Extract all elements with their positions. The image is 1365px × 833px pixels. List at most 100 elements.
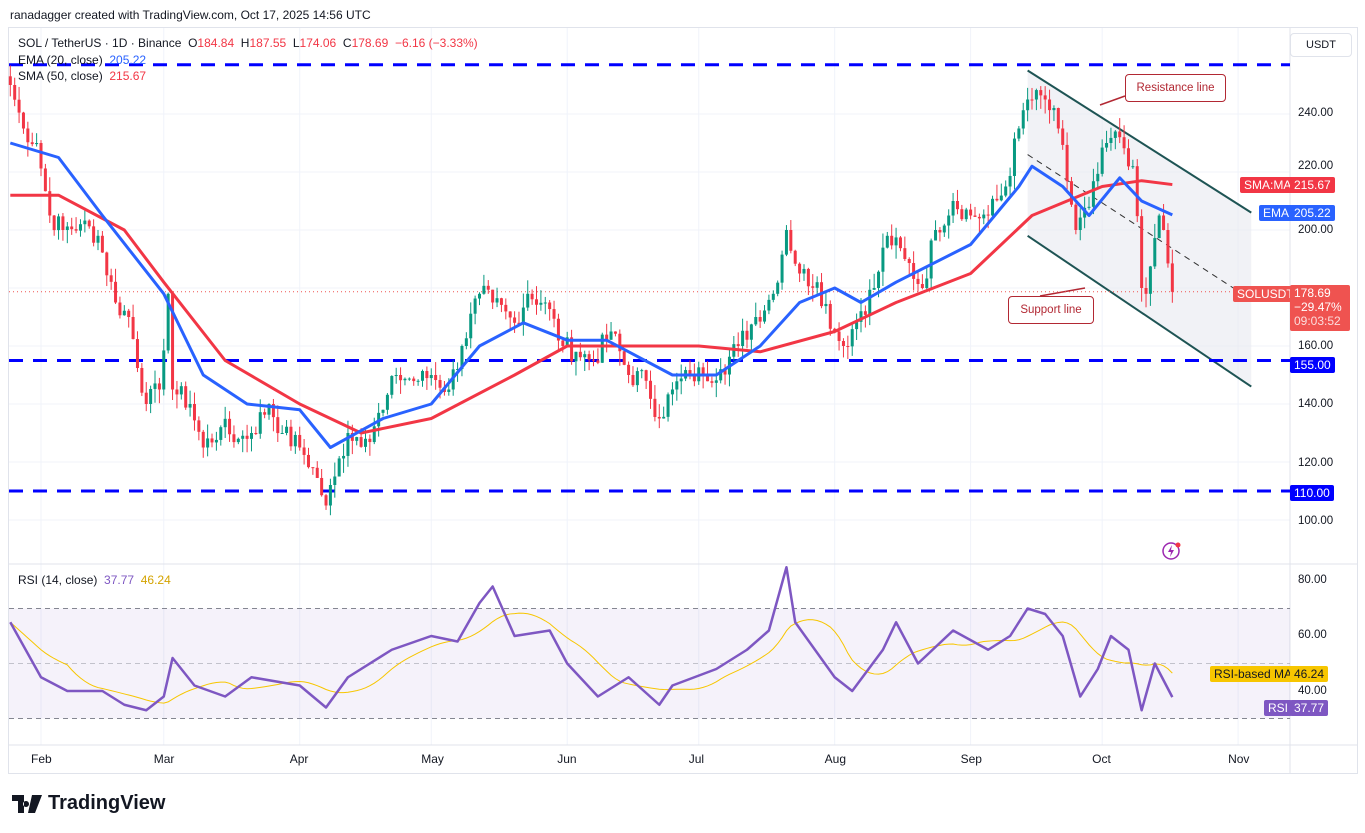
y-tick: 140.00 — [1298, 398, 1334, 410]
candle-body — [1052, 107, 1056, 111]
candle — [412, 376, 416, 386]
candle — [649, 370, 653, 409]
candle-body — [166, 293, 170, 351]
candle-body — [232, 434, 236, 443]
bar-countdown: 09:03:52 — [1294, 314, 1341, 328]
candle — [478, 292, 481, 306]
candle-body — [57, 216, 61, 231]
candle-body — [666, 394, 670, 417]
candle — [745, 320, 749, 349]
candle — [1021, 102, 1025, 135]
candle — [1065, 132, 1069, 190]
candle — [504, 298, 508, 320]
candle-body — [100, 235, 104, 253]
candle — [460, 344, 464, 377]
candle-body — [618, 333, 622, 352]
candle — [999, 183, 1003, 202]
candle — [342, 443, 346, 473]
candle-body — [1144, 288, 1148, 294]
y-tick: 100.00 — [1298, 515, 1334, 527]
candle-body — [438, 380, 442, 388]
candle — [767, 294, 771, 315]
candle-body — [1118, 131, 1122, 138]
candle — [324, 493, 328, 510]
candle — [802, 264, 806, 281]
candle-body — [1026, 99, 1030, 111]
candle-body — [556, 318, 560, 341]
candle — [87, 219, 91, 229]
close-value: 178.69 — [351, 36, 389, 50]
candle — [771, 290, 775, 303]
candle-body — [1065, 144, 1069, 182]
currency-button[interactable]: USDT — [1290, 33, 1352, 57]
candle — [249, 426, 253, 452]
rsi-legend[interactable]: RSI (14, close) 37.77 46.24 — [18, 573, 171, 587]
candle — [947, 209, 951, 239]
candle-body — [635, 371, 639, 386]
candle — [236, 437, 240, 445]
ema-legend[interactable]: EMA (20, close) 205.22 — [18, 53, 146, 67]
candle-body — [960, 209, 964, 220]
candle — [934, 220, 938, 241]
y-tick: 120.00 — [1298, 457, 1334, 469]
candle-body — [26, 128, 30, 143]
candle-body — [793, 250, 797, 264]
candle — [798, 262, 802, 283]
candle-body — [995, 198, 999, 201]
candle-body — [631, 375, 635, 386]
candle-body — [78, 224, 82, 231]
candle — [543, 296, 547, 315]
candle-body — [885, 235, 889, 248]
candle-body — [355, 437, 359, 441]
candle-body — [763, 310, 767, 322]
tradingview-logo[interactable]: TradingView — [12, 792, 165, 815]
candle-body — [754, 317, 758, 325]
sma-legend[interactable]: SMA (50, close) 215.67 — [18, 69, 146, 83]
candle-body — [1170, 263, 1174, 292]
candle — [530, 289, 534, 305]
candle-body — [745, 330, 749, 340]
candle — [977, 213, 981, 233]
candle-body — [469, 313, 473, 339]
candle — [416, 379, 420, 386]
candle — [938, 227, 942, 242]
candle-body — [35, 143, 39, 145]
candle — [197, 416, 201, 441]
candle — [912, 251, 916, 291]
resistance-line-label[interactable]: Resistance line — [1125, 74, 1226, 102]
candle-body — [499, 298, 503, 305]
channel-midline — [1027, 154, 1252, 301]
candle — [149, 385, 153, 414]
candle-body — [135, 339, 139, 369]
candle-body — [1043, 95, 1047, 100]
candle — [587, 350, 591, 371]
x-tick: Mar — [153, 752, 175, 766]
candle — [96, 229, 100, 251]
candle — [955, 189, 959, 215]
candle — [298, 426, 302, 451]
candle-body — [701, 367, 705, 375]
candle-body — [758, 317, 762, 322]
symbol-tag-name: SOLUSDT — [1233, 286, 1298, 302]
candle-body — [144, 392, 148, 404]
candle — [201, 429, 205, 458]
candle — [894, 227, 898, 259]
resistance-arrow — [1099, 95, 1126, 106]
x-tick: Apr — [289, 752, 309, 766]
candle — [973, 206, 977, 217]
candle — [425, 366, 429, 390]
candle-body — [929, 240, 933, 279]
last-price-tag: 178.69 −29.47% 09:03:52 — [1290, 285, 1350, 331]
support-line-label[interactable]: Support line — [1008, 296, 1094, 324]
rsi-y-tick: 80.00 — [1298, 574, 1327, 586]
candle — [482, 274, 486, 295]
candle-body — [1008, 175, 1012, 187]
candle-body — [460, 346, 464, 370]
candle-body — [977, 216, 981, 219]
candle-body — [815, 282, 819, 288]
rsi-y-tick: 40.00 — [1298, 685, 1327, 697]
candle — [57, 213, 61, 240]
rsi-value: 37.77 — [104, 573, 135, 587]
lightning-dot — [1175, 542, 1181, 548]
